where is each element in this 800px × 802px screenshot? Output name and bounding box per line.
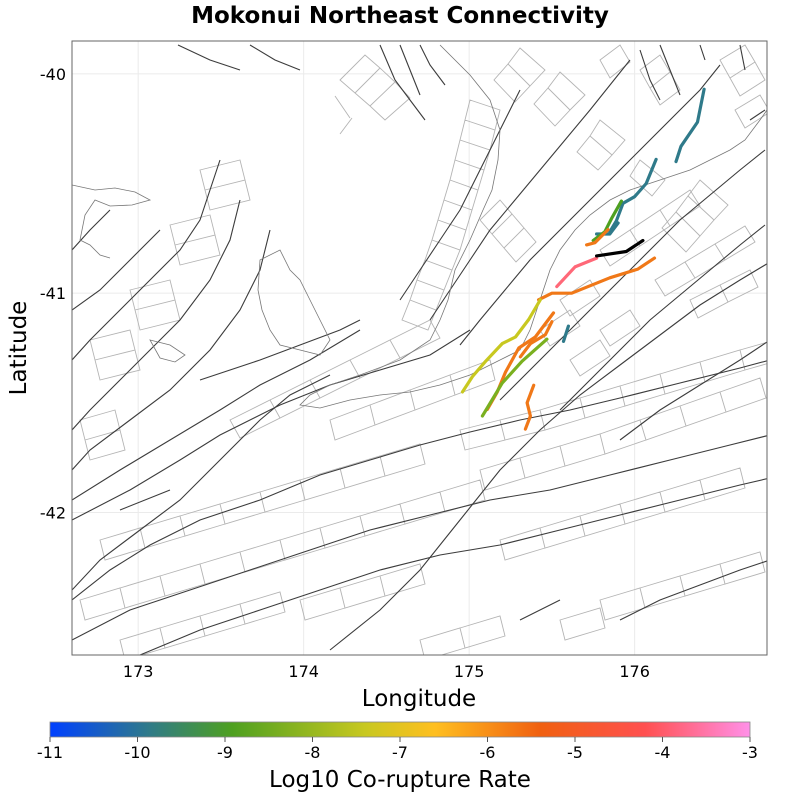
corupture-segment-7 <box>460 298 542 394</box>
corupture-segment-12 <box>523 383 536 431</box>
y-axis: -40 -41 -42 <box>40 65 66 523</box>
corupture-segment-3 <box>591 199 623 243</box>
chart-title: Mokonui Northeast Connectivity <box>191 3 609 29</box>
plot-area <box>71 40 768 656</box>
colorbar-tick-label-0: -11 <box>37 743 63 762</box>
x-tick-label-2: 175 <box>454 662 485 681</box>
colorbar-tick-label-2: -9 <box>217 743 233 762</box>
colorbar-label: Log10 Co-rupture Rate <box>269 767 531 793</box>
corupture-segment-0 <box>674 87 706 164</box>
source-fault-segment <box>595 238 645 258</box>
corupture-segment-10 <box>561 324 570 343</box>
corupture-segment-11 <box>518 320 554 359</box>
x-tick-label-0: 173 <box>123 662 154 681</box>
colorbar-tick-label-6: -5 <box>567 743 583 762</box>
colorbar-gradient <box>49 721 751 738</box>
fault-network <box>72 44 767 655</box>
corupture-segment-9 <box>480 337 549 418</box>
coastline <box>72 44 767 409</box>
plot-frame <box>71 40 768 656</box>
colorbar-tick-label-7: -4 <box>655 743 671 762</box>
corupture-segment-5 <box>555 256 599 289</box>
corupture-segment-6 <box>537 256 657 302</box>
colorbar-tick-label-8: -3 <box>742 743 758 762</box>
y-tick-label-1: -41 <box>40 284 66 303</box>
colorbar-ticks: -11 -10 -9 -8 -7 -6 -5 -4 -3 <box>37 737 758 762</box>
colorbar: -11 -10 -9 -8 -7 -6 -5 -4 -3 Log10 Co-rupture Ra… <box>37 721 758 793</box>
colorbar-tick-label-1: -10 <box>124 743 150 762</box>
x-axis-label: Longitude <box>362 686 476 712</box>
corupture-segment-4 <box>585 228 610 247</box>
x-axis: 173 174 175 176 <box>123 662 650 681</box>
corupture-segment-1 <box>608 157 658 234</box>
x-tick-label-3: 176 <box>619 662 650 681</box>
colorbar-tick-label-3: -8 <box>305 743 321 762</box>
colorbar-tick-label-4: -7 <box>392 743 408 762</box>
y-axis-label: Latitude <box>6 301 32 396</box>
x-tick-label-1: 174 <box>288 662 319 681</box>
y-tick-label-2: -42 <box>40 503 66 522</box>
y-tick-label-0: -40 <box>40 65 66 84</box>
colorbar-tick-label-5: -6 <box>480 743 496 762</box>
corupture-overlay <box>460 87 706 431</box>
